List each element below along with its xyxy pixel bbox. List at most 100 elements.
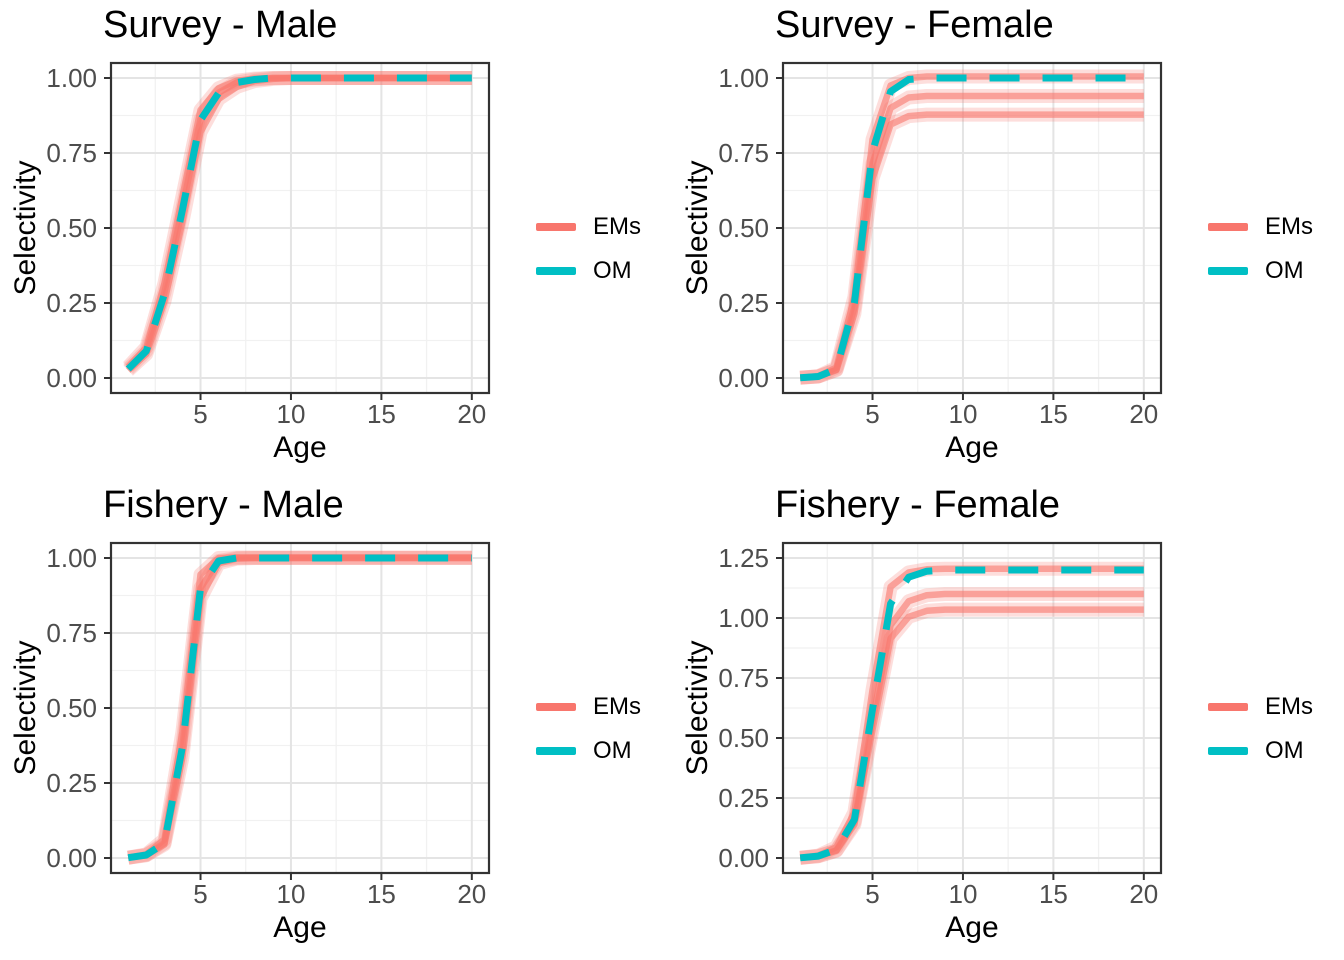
series-lines (126, 550, 472, 865)
om-line-swatch (536, 267, 576, 275)
svg-text:20: 20 (457, 879, 486, 909)
tick-labels: 5 10 15 20 0.00 0.25 0.50 0.75 1.00 (46, 63, 486, 429)
svg-text:0.25: 0.25 (718, 783, 769, 813)
svg-text:5: 5 (193, 399, 207, 429)
x-axis-label: Age (945, 431, 999, 464)
om-line (799, 74, 1144, 382)
legend-label-om: OM (1265, 737, 1304, 764)
om-line (125, 74, 472, 372)
fishery-female-plot: 5 10 15 20 0.00 0.25 0.50 0.75 1.00 1.25 (718, 541, 1163, 909)
panel-survey-female: Survey - Female Selectivity 5 10 15 20 0.00 0… (672, 0, 1344, 480)
em-line (127, 554, 472, 861)
panel-fishery-male: Fishery - Male Selectivity 5 10 15 20 0.00 0.… (0, 480, 672, 960)
svg-text:10: 10 (277, 879, 306, 909)
svg-text:1.00: 1.00 (46, 63, 97, 93)
svg-text:5: 5 (193, 879, 207, 909)
panel-title: Survey - Female (775, 4, 1054, 46)
x-axis-label: Age (273, 911, 327, 944)
svg-text:15: 15 (1039, 879, 1068, 909)
legend-label-om: OM (593, 257, 632, 284)
tick-labels: 5 10 15 20 0.00 0.25 0.50 0.75 1.00 (46, 543, 486, 909)
svg-text:0.75: 0.75 (718, 663, 769, 693)
fishery-male-plot: 5 10 15 20 0.00 0.25 0.50 0.75 1.00 (46, 541, 491, 909)
om-line-swatch (1208, 747, 1248, 755)
svg-text:0.00: 0.00 (718, 843, 769, 873)
panel-title: Fishery - Female (775, 484, 1061, 526)
svg-text:0.75: 0.75 (46, 138, 97, 168)
svg-text:0.75: 0.75 (718, 138, 769, 168)
legend-label-om: OM (1265, 257, 1304, 284)
series-lines (799, 69, 1144, 385)
om-line (799, 566, 1144, 862)
svg-text:10: 10 (277, 399, 306, 429)
svg-text:0.00: 0.00 (46, 843, 97, 873)
svg-text:0.25: 0.25 (718, 288, 769, 318)
panel-fishery-female: Fishery - Female Selectivity 5 10 15 20 0.00… (672, 480, 1344, 960)
svg-text:15: 15 (1039, 399, 1068, 429)
svg-text:1.25: 1.25 (718, 543, 769, 573)
svg-text:5: 5 (865, 879, 879, 909)
legend-item-ems: EMs (1208, 695, 1313, 719)
ems-line-swatch (1208, 703, 1248, 711)
panel-title: Fishery - Male (103, 484, 344, 526)
axis-ticks (776, 557, 1145, 880)
svg-text:0.50: 0.50 (46, 693, 97, 723)
legend-label-ems: EMs (593, 693, 641, 720)
svg-text:1.00: 1.00 (718, 603, 769, 633)
svg-text:0.50: 0.50 (46, 213, 97, 243)
svg-text:10: 10 (949, 399, 978, 429)
axis-ticks (104, 557, 473, 880)
ems-line-swatch (1208, 223, 1248, 231)
svg-text:15: 15 (367, 879, 396, 909)
om-line-swatch (536, 747, 576, 755)
tick-labels: 5 10 15 20 0.00 0.25 0.50 0.75 1.00 1.25 (718, 543, 1158, 909)
em-line (799, 606, 1144, 862)
survey-male-plot: 5 10 15 20 0.00 0.25 0.50 0.75 1.00 (46, 61, 491, 429)
legend-item-ems: EMs (536, 695, 641, 719)
svg-text:0.00: 0.00 (718, 363, 769, 393)
svg-text:20: 20 (1129, 399, 1158, 429)
ems-line-swatch (536, 703, 576, 711)
legend-item-ems: EMs (1208, 215, 1313, 239)
svg-text:0.00: 0.00 (46, 363, 97, 393)
legend-label-ems: EMs (593, 213, 641, 240)
svg-text:0.75: 0.75 (46, 618, 97, 648)
legend-item-ems: EMs (536, 215, 641, 239)
svg-text:0.25: 0.25 (46, 768, 97, 798)
legend-item-om: OM (1208, 259, 1313, 283)
grid-major (783, 543, 1161, 873)
legend: EMs OM (536, 215, 641, 283)
om-line (127, 554, 472, 862)
om-line-swatch (1208, 267, 1248, 275)
series-lines (799, 561, 1144, 865)
legend-item-om: OM (1208, 739, 1313, 763)
legend-item-om: OM (536, 739, 641, 763)
legend: EMs OM (536, 695, 641, 763)
svg-text:20: 20 (457, 399, 486, 429)
series-lines (123, 71, 472, 376)
svg-text:0.50: 0.50 (718, 213, 769, 243)
legend-label-om: OM (593, 737, 632, 764)
svg-text:20: 20 (1129, 879, 1158, 909)
svg-text:1.00: 1.00 (718, 63, 769, 93)
x-axis-label: Age (945, 911, 999, 944)
panel-survey-male: Survey - Male Selectivity 5 10 15 20 0.00 0.2… (0, 0, 672, 480)
x-axis-label: Age (273, 431, 327, 464)
svg-text:5: 5 (865, 399, 879, 429)
ems-line-swatch (536, 223, 576, 231)
svg-text:1.00: 1.00 (46, 543, 97, 573)
panel-title: Survey - Male (103, 4, 338, 46)
svg-text:10: 10 (949, 879, 978, 909)
legend-label-ems: EMs (1265, 693, 1313, 720)
svg-text:0.50: 0.50 (718, 723, 769, 753)
legend: EMs OM (1208, 215, 1313, 283)
grid-major (111, 543, 489, 873)
axis-ticks (776, 77, 1145, 400)
svg-text:0.25: 0.25 (46, 288, 97, 318)
legend: EMs OM (1208, 695, 1313, 763)
tick-labels: 5 10 15 20 0.00 0.25 0.50 0.75 1.00 (718, 63, 1158, 429)
survey-female-plot: 5 10 15 20 0.00 0.25 0.50 0.75 1.00 (718, 61, 1163, 429)
legend-label-ems: EMs (1265, 213, 1313, 240)
axis-ticks (104, 77, 473, 400)
